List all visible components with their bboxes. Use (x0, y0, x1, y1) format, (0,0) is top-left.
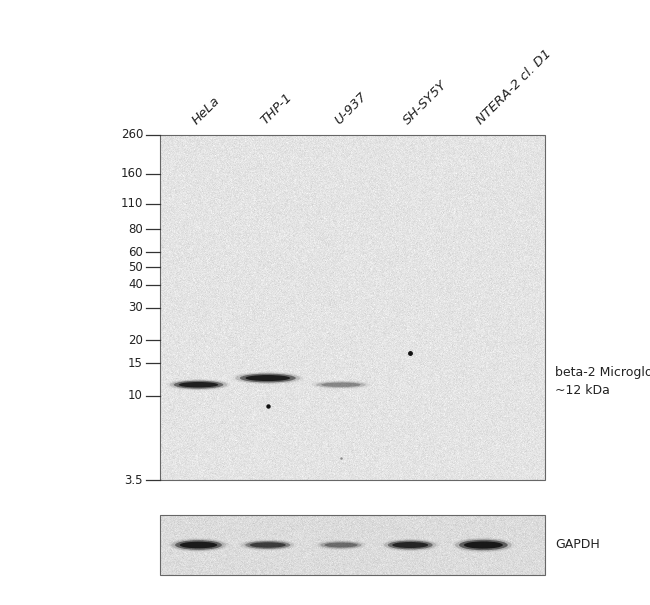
Text: 160: 160 (121, 168, 143, 180)
Ellipse shape (312, 381, 370, 389)
Ellipse shape (235, 373, 300, 384)
Ellipse shape (242, 540, 294, 550)
Ellipse shape (179, 382, 218, 387)
Text: THP-1: THP-1 (259, 91, 295, 127)
Ellipse shape (388, 541, 433, 549)
Ellipse shape (168, 538, 228, 552)
Ellipse shape (246, 375, 290, 381)
Ellipse shape (320, 541, 361, 549)
Text: 50: 50 (128, 261, 143, 273)
Text: 60: 60 (128, 246, 143, 259)
Ellipse shape (240, 374, 296, 382)
Ellipse shape (250, 542, 286, 548)
Bar (160, 515, 545, 575)
Ellipse shape (167, 379, 230, 390)
Ellipse shape (175, 540, 222, 550)
Ellipse shape (321, 382, 361, 387)
Ellipse shape (180, 541, 217, 548)
Text: 15: 15 (128, 357, 143, 370)
Text: 260: 260 (121, 128, 143, 142)
Text: 40: 40 (128, 278, 143, 292)
Ellipse shape (317, 540, 365, 549)
Ellipse shape (392, 542, 428, 548)
Text: SH-SY5Y: SH-SY5Y (401, 78, 450, 127)
Ellipse shape (239, 539, 296, 551)
Text: 20: 20 (128, 334, 143, 347)
Text: 3.5: 3.5 (125, 474, 143, 486)
Text: 30: 30 (128, 301, 143, 315)
Ellipse shape (452, 537, 514, 552)
Text: GAPDH: GAPDH (555, 538, 600, 552)
Ellipse shape (170, 380, 228, 390)
Text: 80: 80 (128, 223, 143, 236)
Bar (160, 135, 545, 480)
Ellipse shape (455, 538, 512, 552)
Text: 110: 110 (121, 197, 143, 211)
Text: 10: 10 (128, 390, 143, 402)
Text: NTERA-2 cl. D1: NTERA-2 cl. D1 (474, 47, 554, 127)
Ellipse shape (171, 539, 226, 551)
Ellipse shape (382, 538, 439, 551)
Text: HeLa: HeLa (189, 94, 222, 127)
Text: U-937: U-937 (332, 90, 369, 127)
Ellipse shape (245, 541, 291, 549)
Text: beta-2 Microglobulin
~12 kDa: beta-2 Microglobulin ~12 kDa (555, 366, 650, 397)
Ellipse shape (232, 371, 304, 384)
Ellipse shape (459, 540, 508, 550)
Ellipse shape (464, 541, 503, 549)
Ellipse shape (384, 540, 437, 551)
Ellipse shape (316, 382, 366, 388)
Ellipse shape (324, 543, 358, 548)
Ellipse shape (174, 381, 223, 389)
